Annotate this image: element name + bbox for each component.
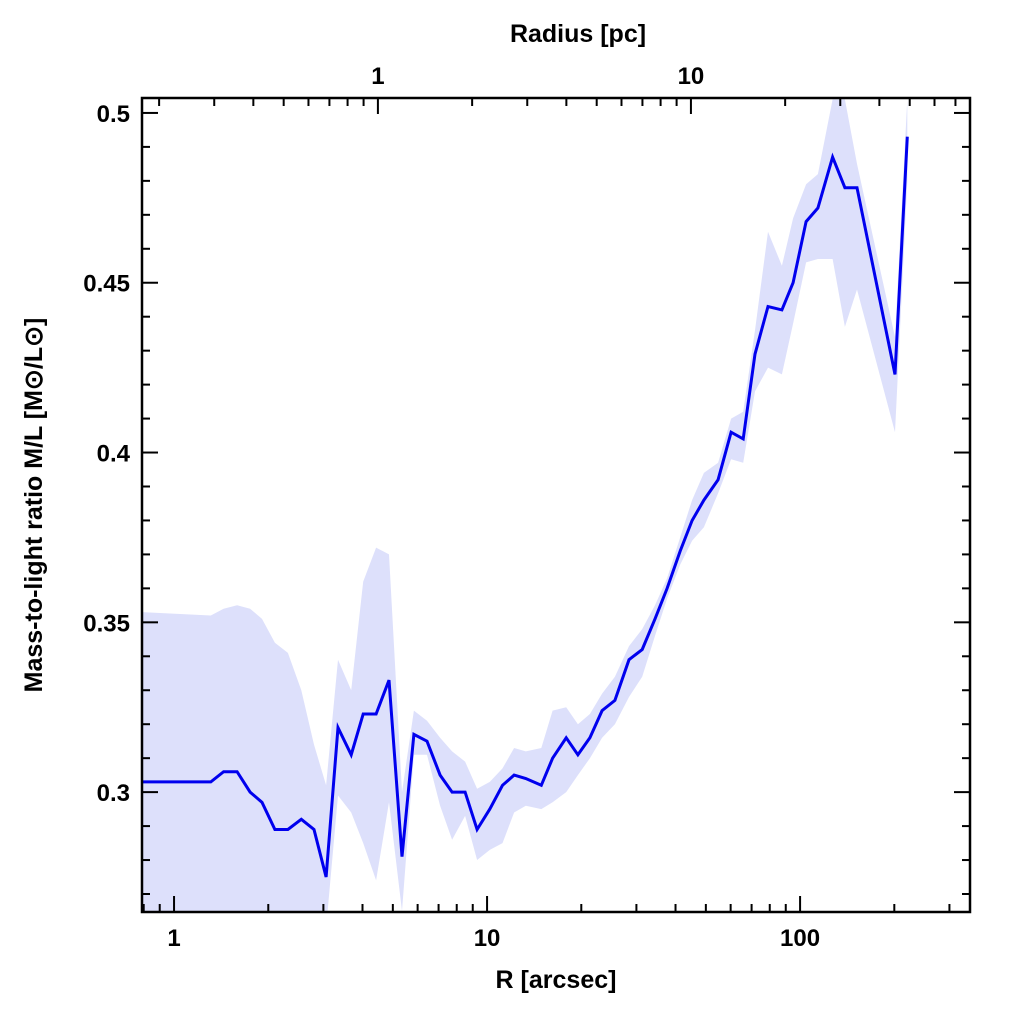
y-tick-label: 0.3 (97, 780, 130, 807)
y-tick-label: 0.4 (97, 441, 131, 468)
error-band (142, 99, 908, 912)
top-tick-label: 10 (678, 63, 705, 90)
x-tick-label: 10 (474, 925, 501, 952)
x-tick-label: 100 (780, 925, 820, 952)
y-tick-label: 0.35 (83, 610, 130, 637)
top-axis-label: Radius [pc] (510, 20, 646, 48)
x-tick-label: 1 (167, 925, 180, 952)
y-axis-label: Mass-to-light ratio M/L [M⊙/L⊙] (20, 318, 48, 693)
y-tick-label: 0.5 (97, 101, 130, 128)
y-tick-label: 0.45 (83, 271, 130, 298)
top-tick-label: 1 (371, 63, 384, 90)
plot-frame (140, 96, 972, 914)
x-axis-label: R [arcsec] (496, 966, 617, 994)
